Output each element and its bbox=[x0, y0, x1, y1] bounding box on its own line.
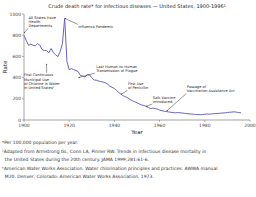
annotation-line: in United Statesᵇ bbox=[24, 86, 55, 90]
x-tick-label: 2000 bbox=[244, 123, 256, 128]
title: Crude death rate* for infectious disease… bbox=[48, 3, 225, 9]
y-axis-label: Rate bbox=[2, 60, 8, 73]
annotation-arrow bbox=[24, 28, 28, 33]
annotation-line: Influenza Pandemic bbox=[78, 25, 113, 29]
x-tick bbox=[250, 120, 251, 122]
annotation: First ContinuousMunicipal Useof Chlorine… bbox=[24, 73, 60, 89]
chart: Crude death rate* for infectious disease… bbox=[0, 0, 256, 197]
annotation-arrow bbox=[166, 94, 186, 112]
footnote: ¹Adapted from Armstrong GL, Conn LA, Pin… bbox=[2, 149, 206, 154]
annotation-line: Vaccination Assistance Act bbox=[187, 89, 236, 93]
y-tick-label: 200 bbox=[12, 96, 21, 101]
y-tick-label: 1000 bbox=[10, 12, 22, 17]
x-tick bbox=[114, 120, 115, 122]
annotation-line: of Penicillin bbox=[128, 86, 148, 90]
plot-area bbox=[24, 18, 241, 114]
annotation: Influenza Pandemic bbox=[78, 25, 113, 29]
y-axis bbox=[24, 14, 25, 120]
x-tick bbox=[24, 120, 25, 122]
annotation-arrow bbox=[121, 90, 127, 94]
footnote: *Per 100,000 population per year. bbox=[2, 140, 78, 145]
x-tick-label: 1900 bbox=[18, 123, 30, 128]
x-axis-label: Year bbox=[130, 129, 143, 135]
x-tick bbox=[204, 120, 205, 122]
annotation: Passage ofVaccination Assistance Act bbox=[187, 85, 236, 93]
x-tick bbox=[159, 120, 160, 122]
footnote: the United States during the 20th centur… bbox=[2, 157, 149, 162]
annotation-line: Transmission of Plague bbox=[95, 69, 138, 73]
annotation: Salk VaccineIntroduced bbox=[153, 96, 176, 104]
annotation: Last Human-to-HumanTransmission of Plagu… bbox=[95, 65, 138, 73]
x-axis bbox=[24, 120, 250, 121]
annotation-arrow bbox=[65, 18, 78, 24]
x-tick bbox=[69, 120, 70, 122]
annotation-arrow bbox=[146, 104, 152, 106]
series-line bbox=[24, 18, 241, 114]
x-tick-label: 1980 bbox=[199, 123, 211, 128]
annotation: 40 States HaveHealthDepartments bbox=[29, 16, 57, 28]
y-tick-label: 800 bbox=[12, 33, 21, 38]
x-tick-label: 1960 bbox=[154, 123, 166, 128]
footnote: ᵇAmerican Water Works Association. Water… bbox=[2, 166, 217, 171]
annotation-arrow bbox=[78, 73, 95, 77]
footnote: M20. Denver, Colorado: American Water Wo… bbox=[2, 174, 154, 179]
x-tick-label: 1920 bbox=[63, 123, 75, 128]
annotation-arrow bbox=[46, 64, 47, 73]
annotation-line: Departments bbox=[29, 24, 53, 28]
annotation-line: Introduced bbox=[153, 100, 172, 104]
x-tick-label: 1940 bbox=[109, 123, 121, 128]
annotation: First Useof Penicillin bbox=[128, 82, 148, 90]
y-tick-label: 400 bbox=[12, 75, 21, 80]
y-tick-label: 0 bbox=[18, 118, 21, 123]
y-tick-label: 600 bbox=[12, 54, 21, 59]
